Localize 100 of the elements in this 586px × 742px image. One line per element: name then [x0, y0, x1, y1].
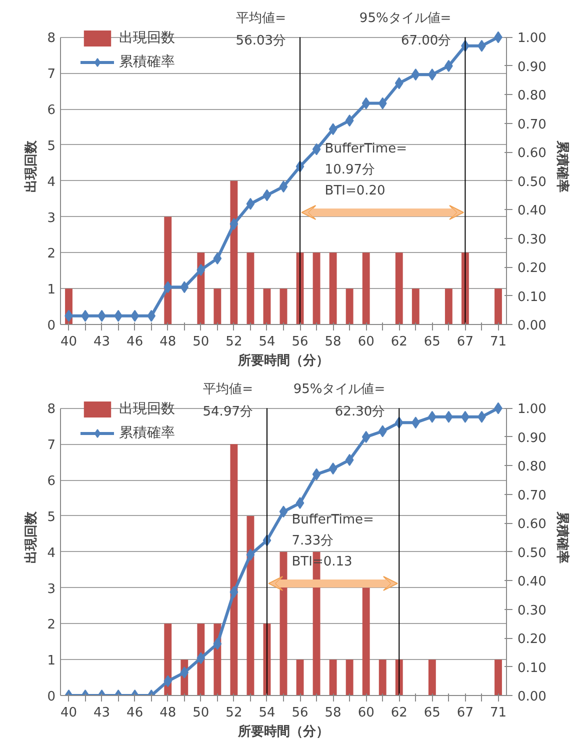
y2-tick-label: 0.00: [518, 690, 546, 704]
point: [180, 281, 189, 294]
x-tick-label: 62: [390, 334, 408, 350]
y2-tick-label: 0.90: [518, 430, 546, 446]
bar: [164, 216, 172, 324]
y2-axis-title: 累積確率: [554, 140, 570, 192]
y-axis-title: 出現回数: [24, 510, 40, 564]
bar: [395, 252, 403, 324]
point: [262, 189, 272, 202]
point: [147, 310, 156, 322]
point: [164, 675, 172, 688]
y2-tick-label: 0.80: [518, 88, 546, 104]
point: [312, 143, 321, 156]
y-tick-label: 2: [47, 618, 56, 633]
ref-line-label: 95%タイル値= 62.30分: [293, 382, 386, 420]
x-tick-label: 46: [126, 706, 144, 720]
bar: [230, 444, 238, 696]
x-tick-label: 48: [160, 334, 176, 350]
legend-label: 累積確率: [119, 424, 175, 442]
point: [296, 497, 304, 510]
y-tick-label: 3: [47, 210, 56, 226]
point: [328, 462, 338, 475]
x-tick-label: 43: [94, 706, 110, 720]
x-tick-label: 67: [456, 706, 474, 720]
y-tick-label: 4: [47, 546, 56, 561]
y2-tick-label: 0.80: [518, 460, 546, 475]
y-tick-label: 8: [47, 402, 56, 418]
point: [362, 97, 370, 110]
x-tick-label: 43: [94, 334, 110, 350]
x-tick-label: 60: [358, 706, 374, 720]
x-tick-label: 67: [456, 334, 474, 350]
x-tick-label: 56: [292, 706, 308, 720]
point: [230, 586, 238, 598]
bar: [312, 252, 320, 324]
bar: [362, 252, 370, 324]
bar: [444, 288, 452, 324]
y2-tick-label: 0.30: [518, 232, 546, 248]
bar: [494, 288, 502, 324]
x-tick-label: 50: [192, 334, 210, 350]
point: [246, 548, 255, 561]
point: [345, 114, 354, 127]
y-tick-label: 6: [47, 103, 56, 118]
point: [213, 252, 222, 264]
point: [378, 425, 387, 438]
y2-tick-label: 0.70: [518, 117, 546, 132]
x-tick-label: 52: [226, 334, 242, 350]
y2-tick-label: 0.50: [518, 174, 546, 190]
y2-tick-label: 0.10: [518, 290, 546, 305]
y2-tick-label: 0.40: [518, 204, 546, 219]
y-axis-title: 出現回数: [24, 140, 40, 192]
x-tick-label: 54: [258, 706, 276, 720]
bar: [362, 588, 370, 696]
x-tick-label: 56: [292, 334, 308, 350]
x-axis-title: 所要時間（分）: [237, 724, 329, 740]
y-tick-label: 3: [47, 582, 56, 597]
ref-line-label: 平均値= 56.03分: [236, 11, 286, 49]
x-tick-label: 52: [226, 706, 242, 720]
y-tick-label: 6: [47, 474, 56, 490]
y2-tick-label: 0.90: [518, 60, 546, 75]
x-tick-label: 71: [490, 334, 507, 350]
y2-tick-label: 0.70: [518, 488, 546, 504]
point: [312, 468, 321, 480]
y2-tick-label: 0.10: [518, 660, 546, 676]
bar: [246, 252, 254, 324]
y-tick-label: 7: [47, 67, 56, 82]
bar: [280, 288, 288, 324]
bar: [230, 180, 238, 324]
point: [180, 666, 189, 679]
y2-tick-label: 0.20: [518, 632, 546, 648]
y2-axis-title: 累積確率: [554, 510, 570, 564]
point: [411, 68, 420, 81]
bar: [346, 288, 354, 324]
x-tick-label: 62: [390, 706, 408, 720]
x-tick-label: 60: [358, 334, 374, 350]
y-tick-label: 5: [47, 138, 56, 154]
point: [345, 454, 354, 466]
point: [279, 180, 288, 193]
legend-label: 累積確率: [119, 53, 175, 71]
point: [279, 506, 288, 518]
y-tick-label: 4: [47, 174, 56, 190]
point: [164, 281, 172, 294]
bar: [296, 660, 304, 696]
y-tick-label: 1: [47, 282, 56, 298]
y2-tick-label: 0.60: [518, 146, 546, 162]
bar: [246, 516, 254, 696]
x-tick-label: 58: [324, 334, 342, 350]
legend-label: 出現回数: [119, 400, 175, 418]
bar: [494, 660, 502, 696]
bar: [329, 660, 337, 696]
point: [246, 198, 255, 210]
x-tick-label: 65: [424, 334, 440, 350]
y2-tick-label: 0.40: [518, 574, 546, 590]
y-tick-label: 0: [47, 318, 56, 334]
y-tick-label: 2: [47, 246, 56, 262]
bar: [378, 660, 386, 696]
x-tick-label: 46: [126, 334, 144, 350]
x-tick-label: 40: [60, 334, 78, 350]
x-tick-label: 50: [192, 706, 210, 720]
point: [196, 652, 206, 664]
bar: [329, 252, 337, 324]
